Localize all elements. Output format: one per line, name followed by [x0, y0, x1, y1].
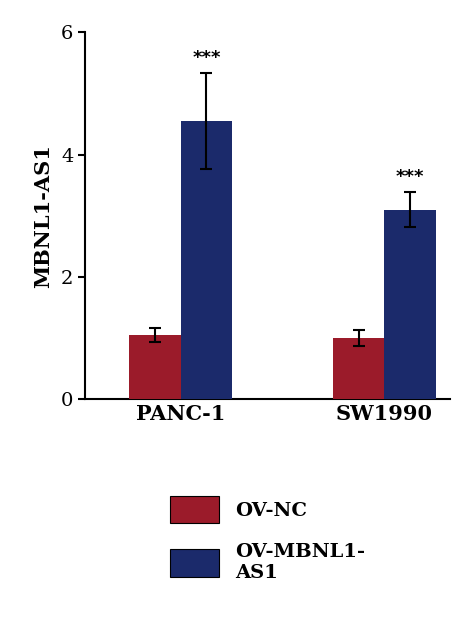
Y-axis label: MBNL1-AS1: MBNL1-AS1: [33, 144, 53, 288]
Bar: [181, 121, 232, 399]
Text: ***: ***: [192, 49, 220, 67]
Legend: OV-NC, OV-MBNL1-
AS1: OV-NC, OV-MBNL1- AS1: [161, 486, 374, 591]
Bar: [333, 338, 384, 399]
Bar: [129, 335, 181, 399]
Text: ***: ***: [396, 168, 424, 186]
Bar: [384, 210, 436, 399]
